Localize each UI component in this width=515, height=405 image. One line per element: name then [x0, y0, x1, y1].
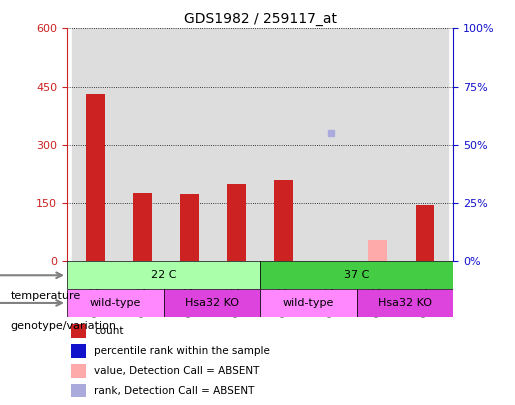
Bar — [227, 184, 246, 261]
Bar — [71, 384, 87, 399]
Text: Hsa32 KO: Hsa32 KO — [185, 298, 239, 308]
Bar — [401, 28, 449, 261]
Bar — [71, 324, 87, 339]
Text: rank, Detection Call = ABSENT: rank, Detection Call = ABSENT — [94, 386, 254, 396]
Bar — [67, 261, 260, 289]
Bar — [274, 180, 293, 261]
Text: value, Detection Call = ABSENT: value, Detection Call = ABSENT — [94, 366, 260, 376]
Bar — [72, 28, 119, 261]
Bar — [260, 289, 356, 317]
Bar — [86, 94, 105, 261]
Text: 22 C: 22 C — [151, 270, 176, 280]
Bar — [133, 194, 152, 261]
Title: GDS1982 / 259117_at: GDS1982 / 259117_at — [183, 12, 337, 26]
Bar — [356, 289, 453, 317]
Text: wild-type: wild-type — [90, 298, 141, 308]
Bar — [354, 28, 401, 261]
Text: 37 C: 37 C — [344, 270, 369, 280]
Bar — [260, 261, 453, 289]
Bar — [166, 28, 213, 261]
Text: Hsa32 KO: Hsa32 KO — [378, 298, 432, 308]
Bar — [416, 205, 434, 261]
Bar — [213, 28, 260, 261]
Bar — [307, 28, 354, 261]
Bar — [260, 28, 307, 261]
Text: percentile rank within the sample: percentile rank within the sample — [94, 346, 270, 356]
Text: genotype/variation: genotype/variation — [10, 321, 116, 331]
Text: temperature: temperature — [10, 292, 80, 301]
Bar — [67, 289, 163, 317]
Text: count: count — [94, 326, 124, 336]
Bar — [163, 289, 260, 317]
Bar — [180, 194, 199, 261]
Text: wild-type: wild-type — [283, 298, 334, 308]
Bar — [119, 28, 166, 261]
Bar — [368, 240, 387, 261]
Bar — [71, 364, 87, 378]
Bar — [71, 344, 87, 358]
